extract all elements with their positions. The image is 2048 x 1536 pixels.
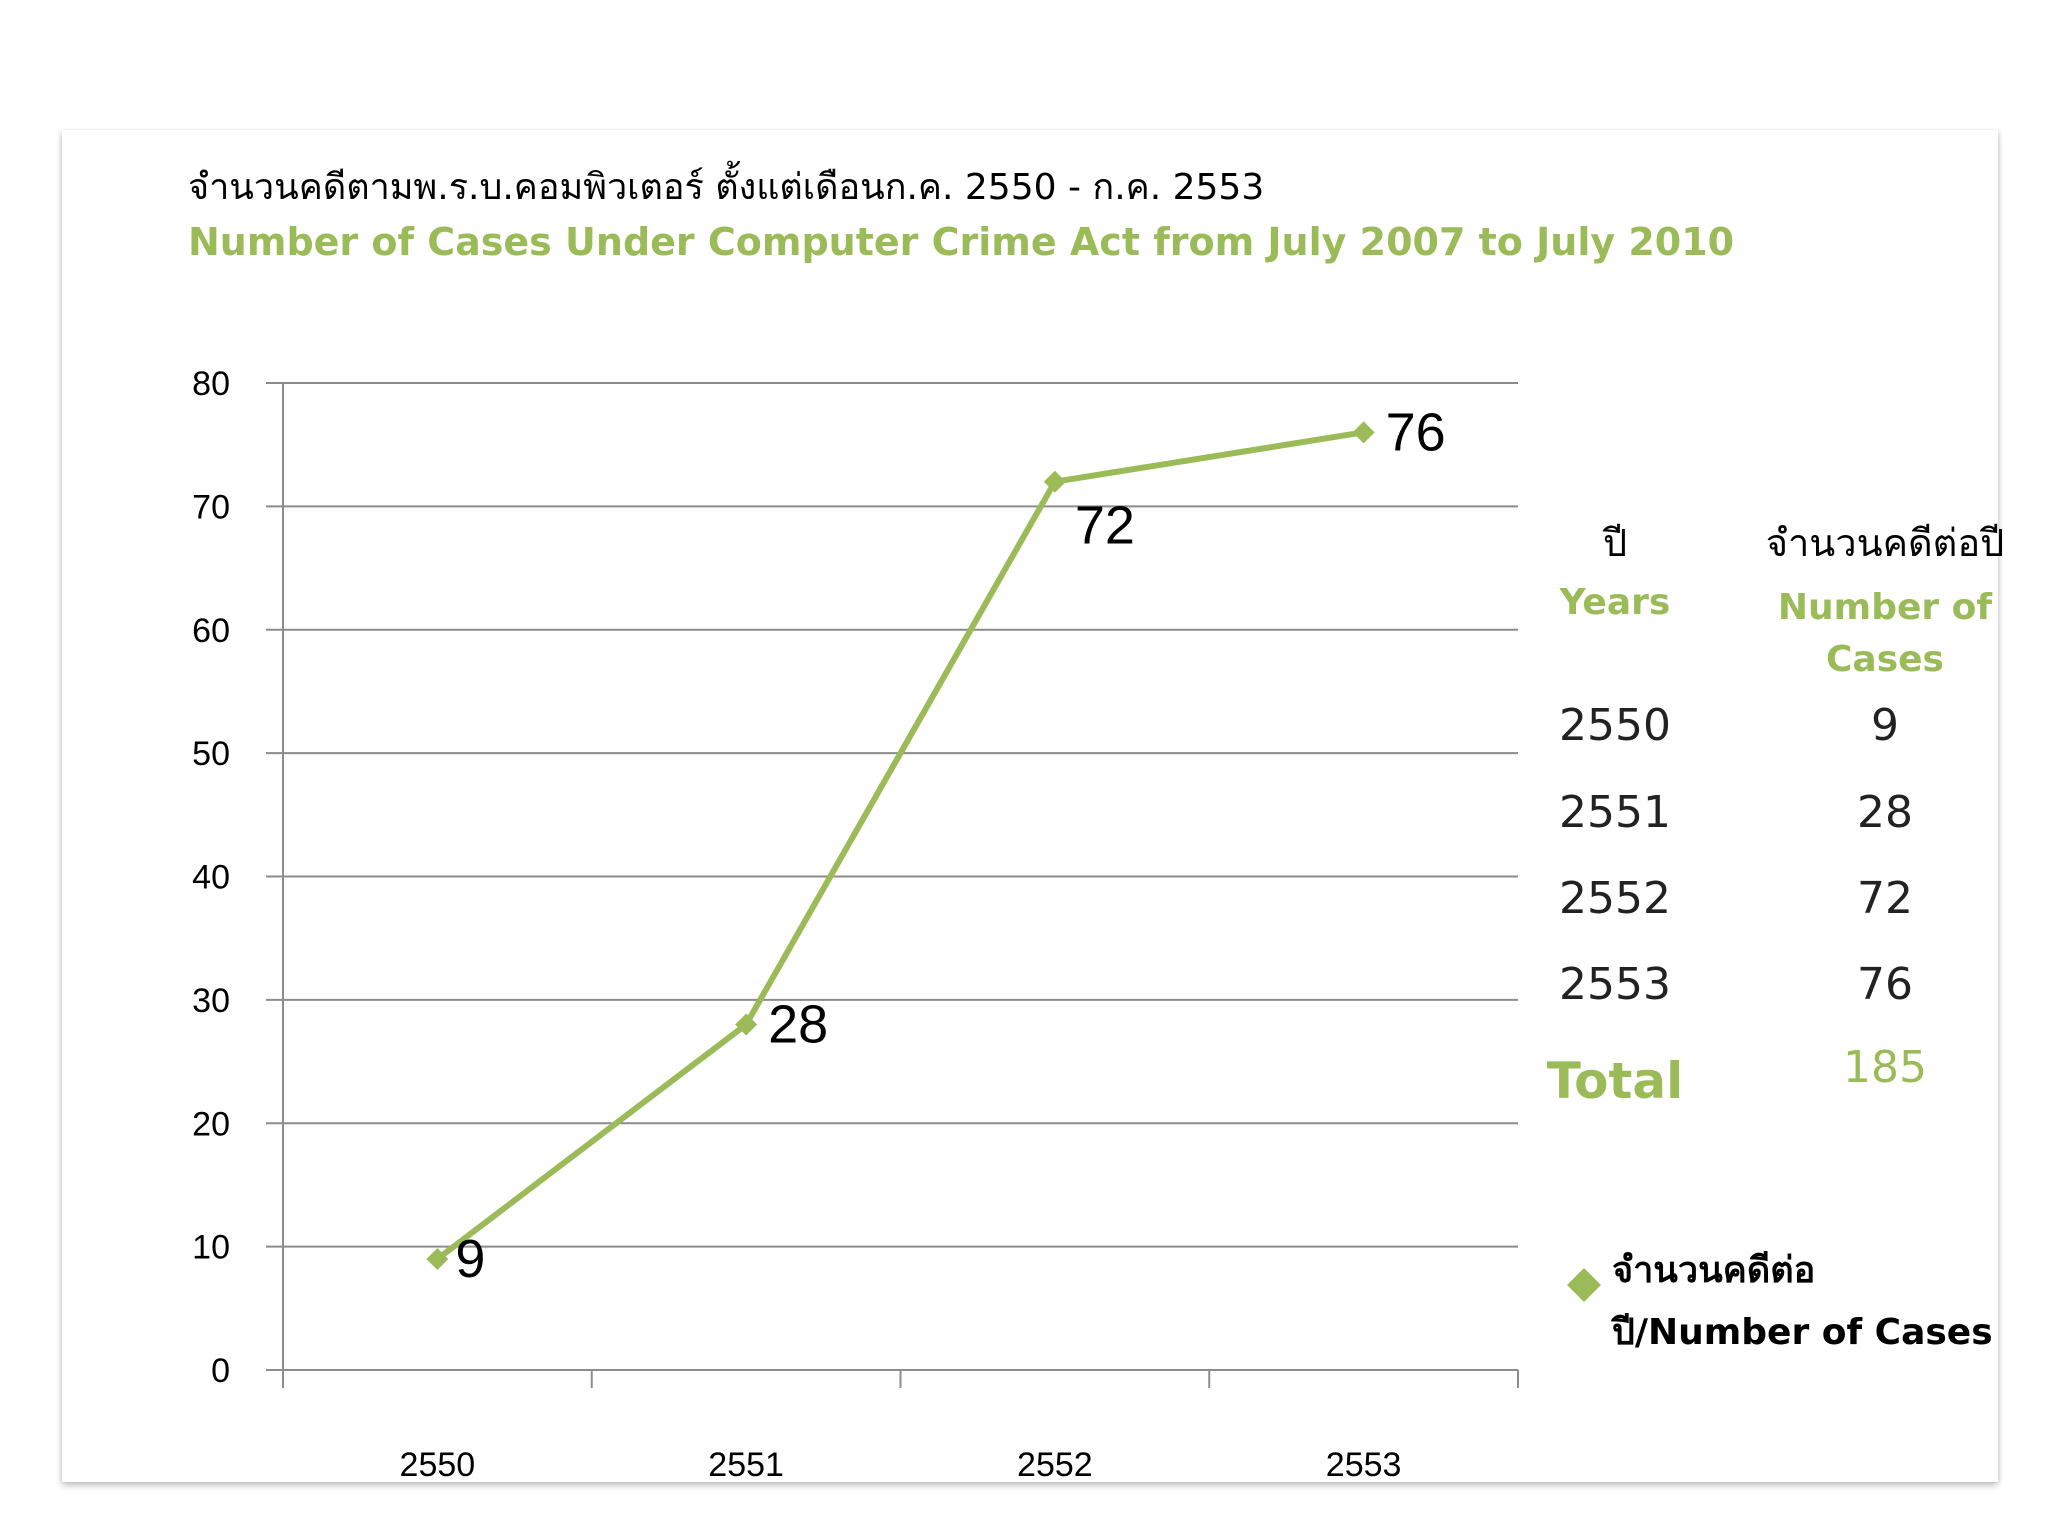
data-point (735, 1013, 758, 1036)
table-cell-year: 2552 (1559, 873, 1671, 924)
table-cell-cases: 9 (1871, 700, 1899, 751)
table-header-cases-english: Number of Cases (1777, 587, 1993, 680)
y-tick-label: 70 (192, 488, 230, 526)
y-tick-label: 30 (192, 982, 230, 1020)
y-tick-label: 20 (192, 1105, 230, 1143)
x-tick-label: 2553 (1326, 1446, 1402, 1484)
slide-frame (62, 130, 1998, 1482)
data-label: 76 (1386, 402, 1446, 462)
table-total-value: 185 (1843, 1042, 1927, 1093)
data-point (1352, 421, 1375, 444)
table-cell-year: 2553 (1559, 959, 1671, 1010)
data-label: 72 (1075, 496, 1135, 556)
x-tick-label: 2551 (708, 1446, 784, 1484)
legend-label: จำนวนคดีต่อปี/Number of Cases (1612, 1250, 1993, 1353)
table-cell-year: 2551 (1559, 787, 1671, 838)
y-tick-label: 10 (192, 1229, 230, 1267)
data-label: 28 (768, 995, 828, 1055)
x-tick-label: 2550 (400, 1446, 476, 1484)
y-tick-label: 0 (211, 1352, 230, 1390)
table-total-label: Total (1546, 1052, 1684, 1110)
data-point (426, 1247, 449, 1270)
x-tick-label: 2552 (1017, 1446, 1093, 1484)
table-cell-year: 2550 (1559, 700, 1671, 751)
data-label: 9 (455, 1229, 485, 1289)
table-header-years-english: Years (1559, 582, 1671, 623)
table-cell-cases: 28 (1857, 787, 1913, 838)
chart-title-english: Number of Cases Under Computer Crime Act… (188, 220, 1735, 264)
table-cell-cases: 76 (1857, 959, 1913, 1010)
series-line (435, 429, 1365, 1262)
table-cell-cases: 72 (1857, 873, 1913, 924)
data-point (1043, 470, 1066, 493)
y-tick-label: 80 (192, 365, 230, 403)
y-tick-label: 60 (192, 612, 230, 650)
chart-title-thai: จำนวนคดีตามพ.ร.บ.คอมพิวเตอร์ ตั้งแต่เดือ… (188, 167, 1265, 208)
table-header-years-thai: ปี (1602, 521, 1628, 565)
y-tick-label: 50 (192, 735, 230, 773)
table-header-cases-thai: จำนวนคดีต่อปี (1765, 521, 2005, 565)
y-tick-label: 40 (192, 859, 230, 897)
